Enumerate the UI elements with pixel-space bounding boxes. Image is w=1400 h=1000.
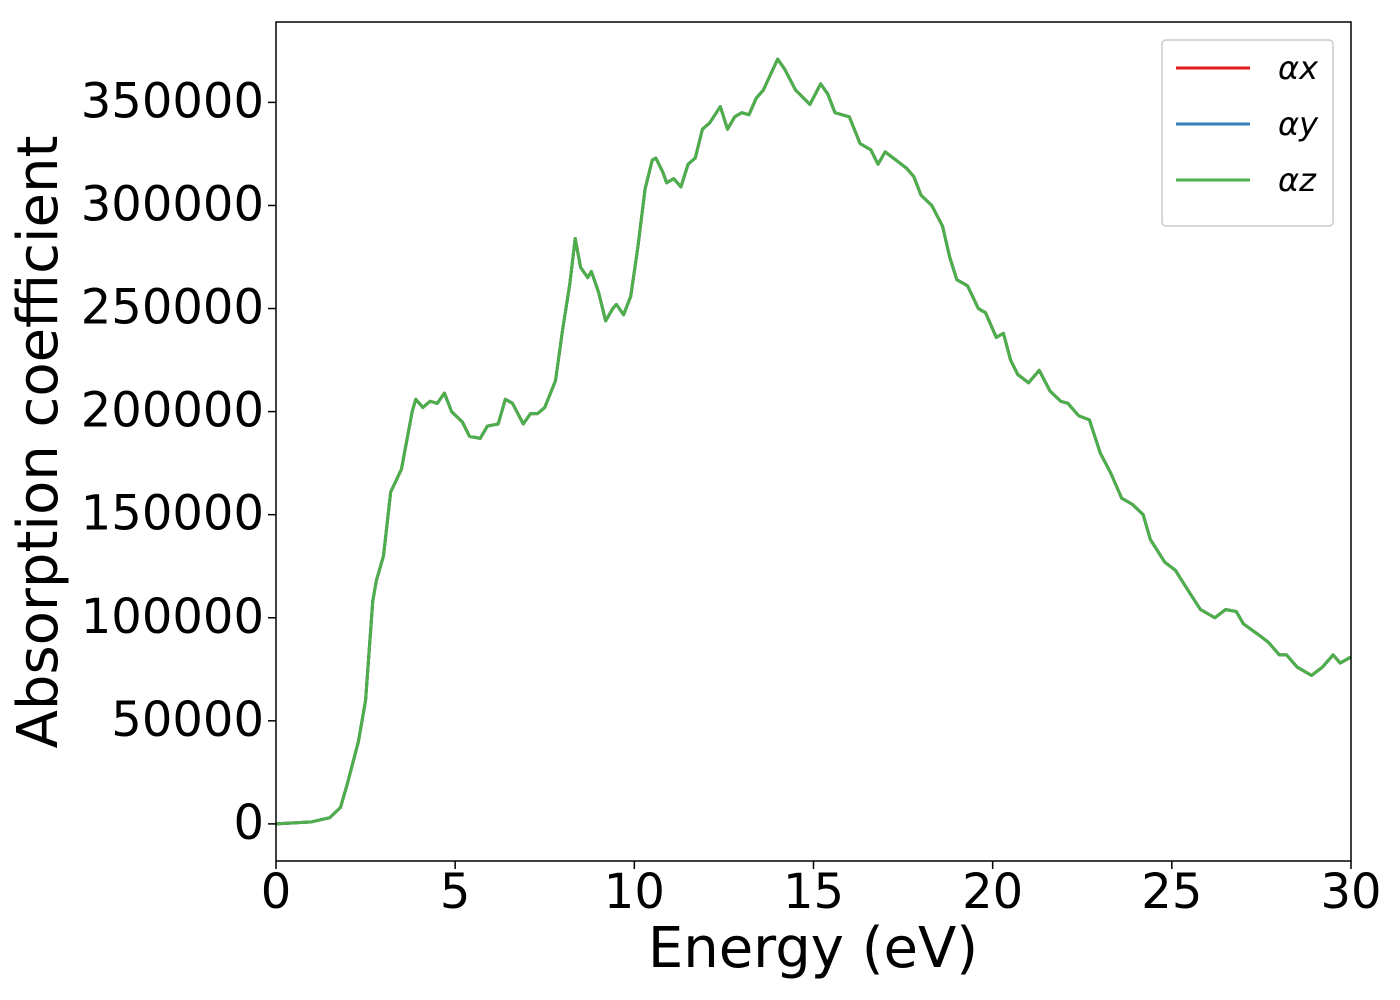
data-line [275,57,1352,826]
x-tick-label: 0 [261,864,292,920]
y-tick-label: 150000 [81,486,264,542]
x-tick-label: 30 [1320,864,1381,920]
plot-frame [275,21,1352,862]
y-tick-label: 350000 [81,73,264,129]
legend-label: αx [1278,49,1319,87]
legend-label: αz [1278,161,1317,199]
y-tick-label: 200000 [81,383,264,439]
y-axis-label: Absorption coefficient [6,136,71,749]
y-tick-label: 250000 [81,280,264,336]
legend-label: αy [1278,105,1319,143]
x-tick-label: 20 [962,864,1023,920]
x-axis-label: Energy (eV) [648,916,978,981]
x-tick-label: 25 [1141,864,1202,920]
y-tick-label: 50000 [111,692,264,748]
y-tick-label: 300000 [81,176,264,232]
x-tick-label: 5 [440,864,471,920]
x-tick-label: 10 [604,864,665,920]
y-tick-label: 0 [233,795,264,851]
x-tick-label: 15 [783,864,844,920]
y-tick-label: 100000 [81,589,264,645]
